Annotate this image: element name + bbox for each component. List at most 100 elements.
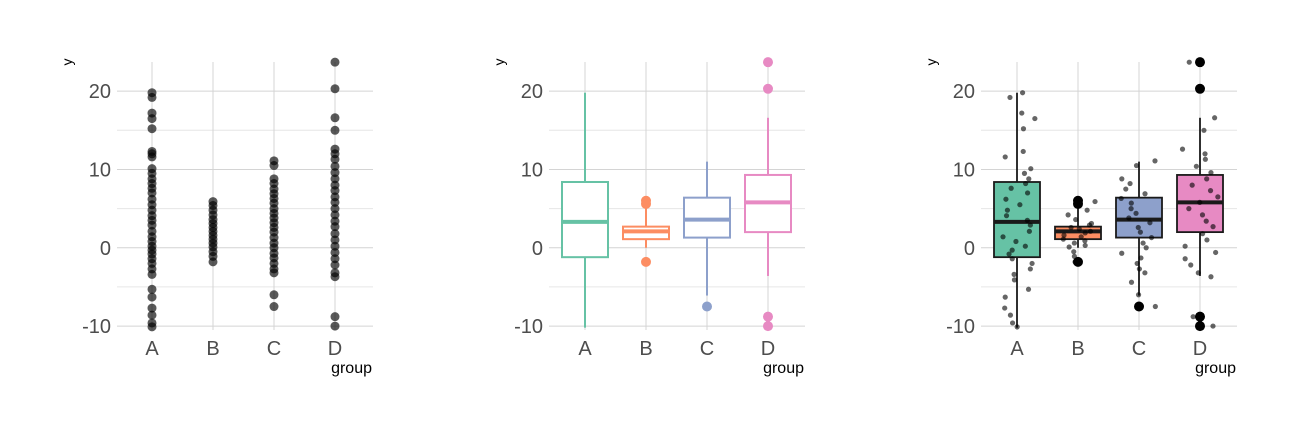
y-tick-label: 20 [521, 81, 543, 103]
jitter-point [1188, 262, 1194, 268]
jitter-point [1148, 234, 1155, 241]
x-tick-label: D [761, 338, 775, 360]
data-point [330, 241, 340, 251]
jitter-point [1032, 115, 1038, 122]
jitter-point [1024, 190, 1031, 196]
y-tick-label: 0 [964, 238, 975, 260]
data-point [269, 290, 279, 300]
data-point [147, 322, 157, 332]
data-point [330, 254, 340, 264]
data-point [269, 302, 279, 312]
jitter-point [1019, 90, 1026, 96]
data-point [147, 92, 157, 102]
jitter-point [1182, 256, 1188, 262]
jitter-point [1152, 158, 1158, 164]
jitter-point [1009, 320, 1016, 326]
jitter-point [1200, 231, 1206, 237]
jitter-point [1025, 286, 1032, 292]
jitter-point [1193, 163, 1199, 169]
jitter-point [1071, 240, 1077, 246]
jitter-point [1017, 202, 1023, 208]
data-point [147, 303, 157, 313]
y-tick-label: -10 [82, 316, 111, 338]
y-tick-label: 20 [89, 81, 111, 103]
data-point [147, 220, 157, 230]
data-point [330, 84, 340, 94]
data-point [147, 292, 157, 302]
box-body [993, 181, 1041, 259]
box-outlier [1195, 321, 1205, 332]
jitter-point [1202, 151, 1208, 157]
x-axis-title: group [1195, 360, 1236, 377]
chart-panel-3: -10 0 10 20 A B C Dy group [923, 57, 1237, 377]
jitter-point [1208, 274, 1214, 280]
data-point [147, 310, 157, 320]
jitter-point [1137, 229, 1143, 235]
jitter-point [1029, 260, 1035, 267]
data-point [147, 269, 157, 279]
jitter-point [1014, 324, 1020, 330]
jitter-point [1011, 277, 1018, 283]
jitter-point [1026, 228, 1032, 234]
jitter-point [1128, 200, 1134, 206]
data-point [330, 174, 340, 184]
jitter-point [1066, 244, 1072, 250]
jitter-point [1204, 176, 1210, 182]
box-outlier [641, 198, 651, 209]
jitter-point [1197, 199, 1203, 205]
jitter-point [1002, 305, 1008, 311]
jitter-point [1011, 271, 1017, 277]
jitter-point [1152, 303, 1158, 310]
data-point [208, 257, 218, 267]
jitter-point [1189, 182, 1195, 188]
jitter-point [1135, 224, 1141, 231]
data-point [330, 247, 340, 257]
x-tick-label: C [700, 338, 714, 360]
jitter-point [1202, 156, 1208, 162]
jitter-point [1027, 222, 1033, 228]
box-outlier [763, 321, 773, 332]
data-point [147, 152, 157, 162]
jitter-point [1133, 162, 1140, 169]
x-tick-label: B [1071, 338, 1084, 360]
data-point [147, 124, 157, 134]
jitter-point [1215, 194, 1221, 200]
jitter-point [1072, 259, 1078, 265]
jitter-point [1003, 213, 1010, 219]
jitter-point [1073, 216, 1079, 223]
jitter-point [1135, 292, 1142, 298]
x-axis-title: group [331, 360, 372, 377]
y-tick-label: 10 [953, 159, 975, 181]
data-point [330, 161, 340, 171]
data-point [330, 312, 340, 322]
x-tick-label: B [206, 338, 219, 360]
jitter-point [1082, 238, 1088, 244]
data-point [269, 268, 279, 278]
data-point [269, 161, 279, 171]
data-point [330, 113, 340, 123]
jitter-point [1087, 228, 1094, 234]
jitter-point [1118, 195, 1124, 202]
y-tick-label: 0 [532, 238, 543, 260]
jitter-point [1000, 234, 1006, 240]
jitter-point [1082, 230, 1088, 236]
jitter-point [1007, 312, 1014, 318]
jitter-point [1068, 224, 1074, 231]
data-point [147, 284, 157, 294]
x-tick-label: C [267, 338, 281, 360]
data-point [330, 168, 340, 178]
jitter-point [1207, 188, 1214, 194]
jitter-point [1126, 215, 1132, 221]
jitter-point [1186, 59, 1192, 65]
data-point [330, 125, 340, 135]
jitter-point [1060, 236, 1066, 242]
jitter-point [1007, 94, 1013, 101]
x-tick-label: C [1132, 338, 1146, 360]
jitter-point [1020, 148, 1026, 155]
jitter-point [1213, 249, 1219, 256]
jitter-point [1203, 218, 1209, 224]
jitter-point [1003, 196, 1009, 202]
jitter-point [1019, 110, 1025, 116]
jitter-point [1147, 220, 1153, 226]
jitter-point [1128, 279, 1135, 285]
